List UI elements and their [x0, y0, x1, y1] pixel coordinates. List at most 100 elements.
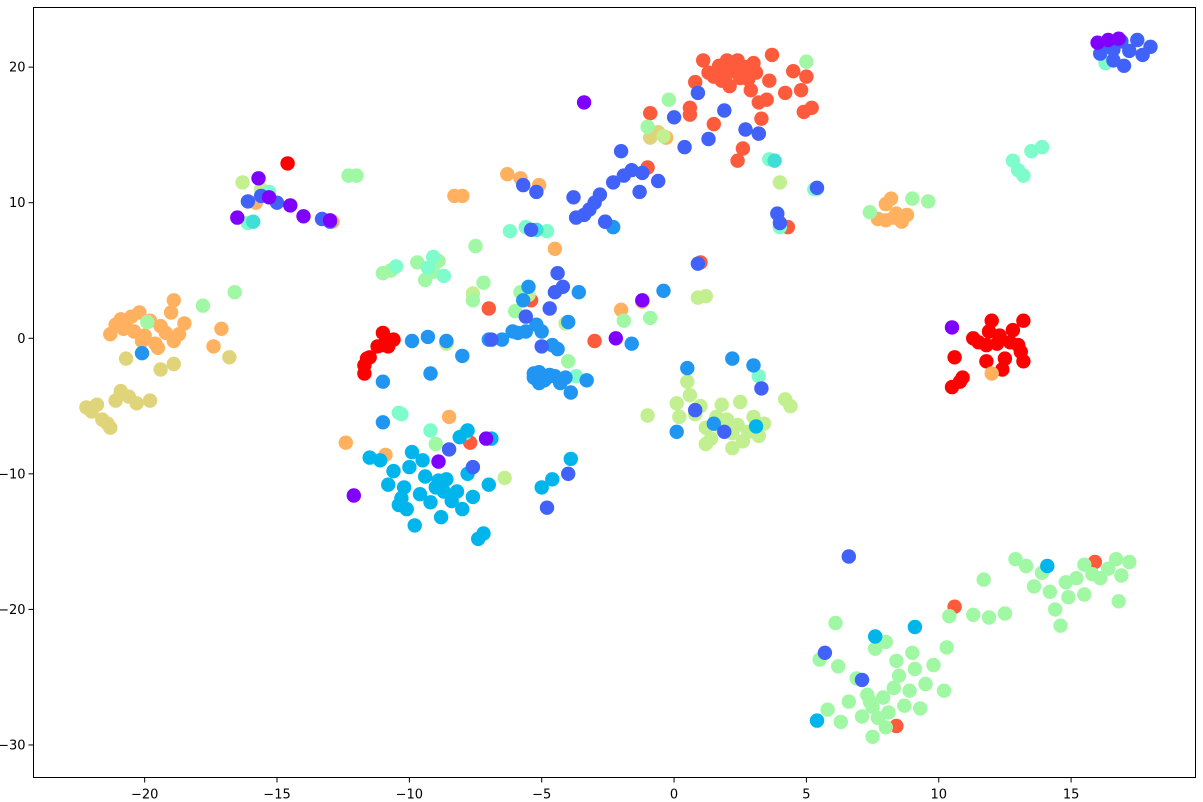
scatter-point	[283, 198, 298, 213]
scatter-point	[640, 119, 655, 134]
scatter-point	[89, 397, 105, 412]
scatter-point	[997, 606, 1013, 621]
scatter-point	[166, 356, 181, 372]
scatter-point	[762, 73, 777, 88]
scatter-point	[545, 472, 560, 487]
scatter-point	[436, 268, 451, 284]
scatter-point	[817, 645, 833, 660]
scatter-point	[719, 412, 735, 427]
scatter-point	[897, 698, 912, 713]
scatter-point	[905, 645, 920, 660]
scatter-point	[854, 672, 870, 688]
scatter-point	[1016, 168, 1031, 183]
scatter-point	[563, 385, 578, 400]
scatter-point	[494, 332, 510, 347]
scatter-point	[436, 484, 451, 499]
scatter-point	[592, 187, 608, 202]
scatter-point	[476, 526, 491, 541]
scatter-point	[465, 293, 481, 308]
scatter-point	[163, 305, 179, 320]
scatter-point	[733, 394, 748, 410]
scatter-point	[979, 337, 994, 353]
scatter-point	[142, 393, 158, 408]
scatter-point	[280, 156, 295, 171]
scatter-point	[338, 435, 353, 450]
scatter-point	[1061, 590, 1076, 605]
scatter-point	[1143, 39, 1158, 54]
scatter-point	[751, 369, 766, 384]
scatter-point	[809, 180, 825, 195]
scatter-point	[428, 436, 443, 452]
scatter-point	[508, 304, 523, 319]
y-tick-label: −10	[0, 467, 26, 482]
scatter-point	[643, 310, 658, 326]
scatter-point	[947, 350, 962, 365]
scatter-point	[997, 351, 1013, 366]
scatter-point	[669, 396, 684, 411]
scatter-point	[862, 205, 878, 220]
scatter-point	[103, 420, 118, 435]
scatter-point	[886, 210, 901, 225]
scatter-point	[558, 370, 573, 385]
scatter-point	[741, 72, 756, 87]
scatter-point	[404, 444, 420, 460]
scatter-point	[688, 402, 703, 418]
scatter-point	[1058, 575, 1074, 590]
scatter-point	[465, 489, 481, 505]
scatter-point	[1077, 587, 1092, 602]
scatter-point	[563, 451, 578, 467]
scatter-point	[868, 629, 883, 644]
scatter-point	[1106, 53, 1121, 68]
scatter-point	[534, 339, 549, 354]
scatter-point	[598, 214, 613, 229]
scatter-point	[717, 424, 732, 439]
scatter-point	[682, 107, 698, 122]
scatter-point	[362, 350, 377, 365]
scatter-point	[134, 346, 150, 361]
scatter-point	[394, 407, 409, 422]
scatter-point	[1026, 579, 1042, 594]
scatter-point	[854, 709, 870, 724]
scatter-point	[722, 78, 737, 94]
scatter-point	[1018, 558, 1034, 574]
scatter-point	[984, 366, 999, 381]
scatter-point	[1130, 32, 1145, 48]
scatter-point	[1016, 313, 1031, 328]
scatter-point	[1116, 58, 1132, 73]
scatter-point	[966, 331, 981, 346]
points-layer	[79, 31, 1158, 744]
scatter-point	[748, 419, 764, 434]
scatter-point	[251, 171, 266, 186]
scatter-point	[166, 293, 181, 308]
scatter-point	[516, 177, 531, 193]
scatter-point	[534, 480, 549, 495]
scatter-point	[725, 351, 740, 366]
scatter-point	[656, 129, 671, 144]
scatter-point	[534, 324, 549, 339]
scatter-point	[1042, 584, 1058, 599]
scatter-point	[1114, 568, 1129, 583]
scatter-point	[420, 260, 436, 275]
scatter-point	[455, 348, 470, 364]
scatter-point	[500, 167, 515, 182]
scatter-point	[730, 417, 745, 433]
scatter-point	[883, 191, 899, 206]
scatter-point	[468, 238, 483, 254]
scatter-point	[698, 436, 713, 452]
scatter-point	[129, 396, 144, 411]
scatter-point	[449, 484, 465, 499]
x-tick-label: −15	[263, 788, 290, 802]
scatter-point	[926, 657, 941, 673]
scatter-point	[571, 285, 586, 300]
scatter-point	[831, 659, 846, 674]
scatter-point	[1008, 552, 1023, 567]
scatter-point	[322, 213, 338, 228]
scatter-point	[134, 333, 150, 349]
scatter-point	[905, 191, 920, 206]
scatter-point	[418, 469, 433, 484]
y-tick-label: 10	[9, 196, 26, 211]
x-tick-label: 10	[930, 788, 947, 802]
scatter-point	[690, 256, 706, 271]
scatter-point	[539, 370, 555, 385]
